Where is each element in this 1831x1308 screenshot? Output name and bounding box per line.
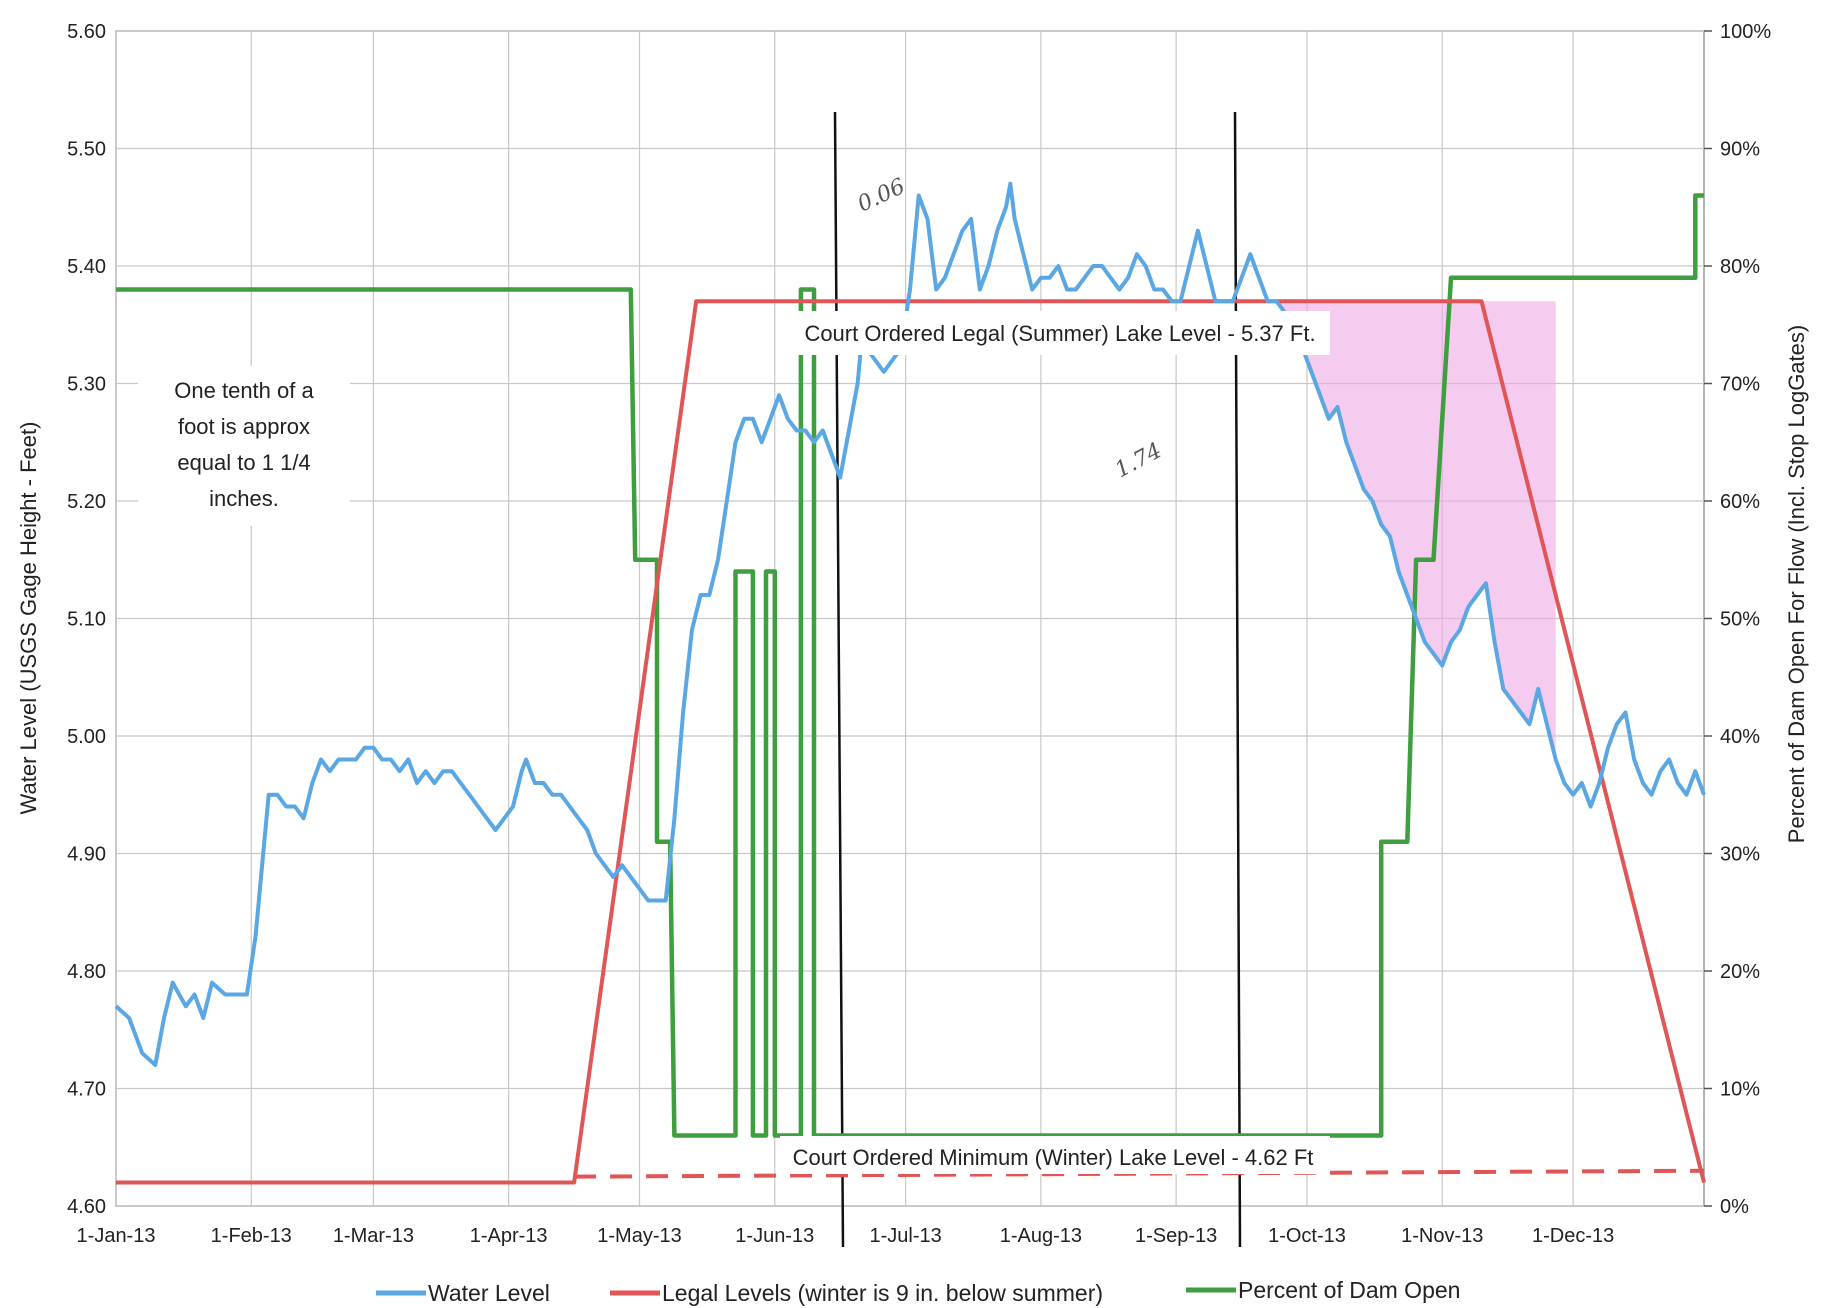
y-axis-title: Water Level (USGS Gage Height - Feet) xyxy=(16,422,41,815)
y2-axis-title: Percent of Dam Open For Flow (Incl. Stop… xyxy=(1784,325,1809,843)
x-axis-ticks: 1-Jan-13 1-Feb-13 1-Mar-13 1-Apr-13 1-May-13… xyxy=(77,1225,1615,1247)
x-tick-label: 1-Nov-13 xyxy=(1401,1225,1483,1247)
winter-annotation: Court Ordered Minimum (Winter) Lake Leve… xyxy=(793,1145,1314,1170)
x-tick-label: 1-Feb-13 xyxy=(211,1225,292,1247)
right-axis-ticks: 0% 10% 20% 30% 40% 50% 60% 70% 80% 90% 100% xyxy=(1704,21,1771,1218)
note-line-1: One tenth of a xyxy=(174,378,314,403)
y-tick-label: 4.60 xyxy=(67,1196,106,1218)
note-line-2: foot is approx xyxy=(178,414,310,439)
y-tick-label: 4.80 xyxy=(67,961,106,983)
x-tick-label: 1-Mar-13 xyxy=(333,1225,414,1247)
y2-tick-label: 100% xyxy=(1720,21,1771,43)
x-tick-label: 1-Aug-13 xyxy=(1000,1225,1082,1247)
summer-annotation: Court Ordered Legal (Summer) Lake Level … xyxy=(804,321,1315,346)
y2-tick-label: 50% xyxy=(1720,609,1760,631)
y-tick-label: 5.20 xyxy=(67,491,106,513)
x-tick-label: 1-Apr-13 xyxy=(470,1225,548,1247)
x-tick-label: 1-Sep-13 xyxy=(1135,1225,1217,1247)
legend-label-legal: Legal Levels (winter is 9 in. below summ… xyxy=(662,1280,1103,1306)
y-tick-label: 5.50 xyxy=(67,139,106,161)
y-tick-label: 5.40 xyxy=(67,256,106,278)
y2-tick-label: 70% xyxy=(1720,374,1760,396)
y-tick-label: 4.90 xyxy=(67,844,106,866)
y2-tick-label: 80% xyxy=(1720,256,1760,278)
x-tick-label: 1-Jul-13 xyxy=(870,1225,942,1247)
legend: Water Level Legal Levels (winter is 9 in… xyxy=(376,1277,1460,1306)
y2-tick-label: 0% xyxy=(1720,1196,1749,1218)
left-axis-ticks: 4.60 4.70 4.80 4.90 5.00 5.10 5.20 5.30 5.40 5.50… xyxy=(67,21,106,1218)
y2-tick-label: 10% xyxy=(1720,1079,1760,1101)
y-tick-label: 5.60 xyxy=(67,21,106,43)
note-line-3: equal to 1 1/4 xyxy=(177,450,310,475)
y-tick-label: 5.00 xyxy=(67,726,106,748)
y2-tick-label: 90% xyxy=(1720,139,1760,161)
x-tick-label: 1-May-13 xyxy=(597,1225,681,1247)
y-tick-label: 4.70 xyxy=(67,1079,106,1101)
x-tick-label: 1-Oct-13 xyxy=(1268,1225,1346,1247)
x-tick-label: 1-Jun-13 xyxy=(735,1225,814,1247)
x-tick-label: 1-Jan-13 xyxy=(77,1225,156,1247)
note-line-4: inches. xyxy=(209,486,279,511)
y2-tick-label: 20% xyxy=(1720,961,1760,983)
legend-label-water: Water Level xyxy=(428,1280,550,1306)
x-tick-label: 1-Dec-13 xyxy=(1532,1225,1614,1247)
y2-tick-label: 60% xyxy=(1720,491,1760,513)
y-tick-label: 5.10 xyxy=(67,609,106,631)
y-tick-label: 5.30 xyxy=(67,374,106,396)
legend-label-dam: Percent of Dam Open xyxy=(1238,1277,1460,1303)
y2-tick-label: 30% xyxy=(1720,844,1760,866)
y2-tick-label: 40% xyxy=(1720,726,1760,748)
